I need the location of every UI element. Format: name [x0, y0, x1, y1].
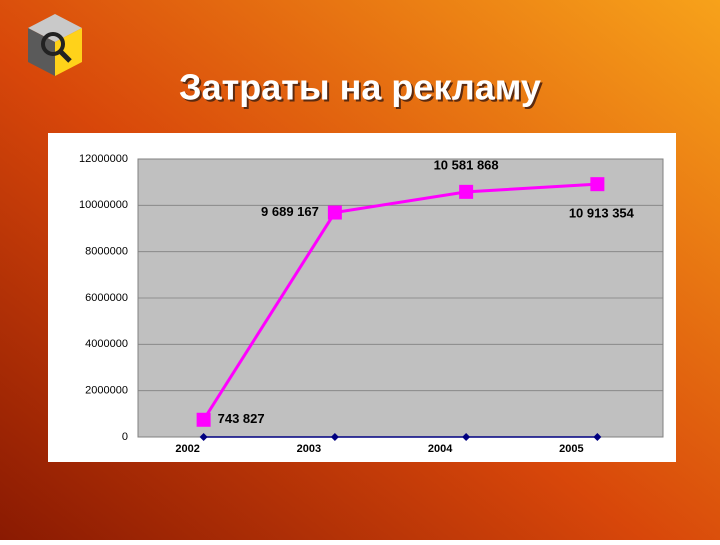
- marker: [590, 177, 605, 192]
- series-line: [202, 182, 598, 421]
- marker: [199, 433, 208, 441]
- marker: [593, 433, 602, 441]
- marker: [196, 412, 211, 427]
- marker: [459, 184, 474, 199]
- y-tick-label: 2000000: [85, 385, 128, 397]
- y-tick-label: 8000000: [85, 246, 128, 258]
- logo: [28, 14, 82, 76]
- x-tick-label: 2005: [559, 443, 583, 455]
- data-label: 10 913 354: [569, 206, 635, 221]
- y-tick-label: 10000000: [79, 199, 128, 211]
- data-label: 743 827: [218, 411, 265, 426]
- y-tick-label: 6000000: [85, 292, 128, 304]
- marker: [462, 433, 471, 441]
- data-label: 10 581 868: [434, 157, 499, 172]
- y-tick-label: 12000000: [79, 153, 128, 165]
- x-tick-label: 2004: [428, 443, 453, 455]
- chart-title-shadow: Затраты на рекламу: [181, 69, 543, 110]
- y-tick-label: 0: [122, 431, 128, 443]
- x-tick-label: 2002: [175, 443, 199, 455]
- y-tick-label: 4000000: [85, 338, 128, 350]
- marker: [330, 433, 339, 441]
- data-label: 9 689 167: [261, 204, 319, 219]
- marker: [327, 205, 342, 220]
- chart-title: Затраты на рекламу: [179, 67, 541, 108]
- x-tick-label: 2003: [297, 443, 321, 455]
